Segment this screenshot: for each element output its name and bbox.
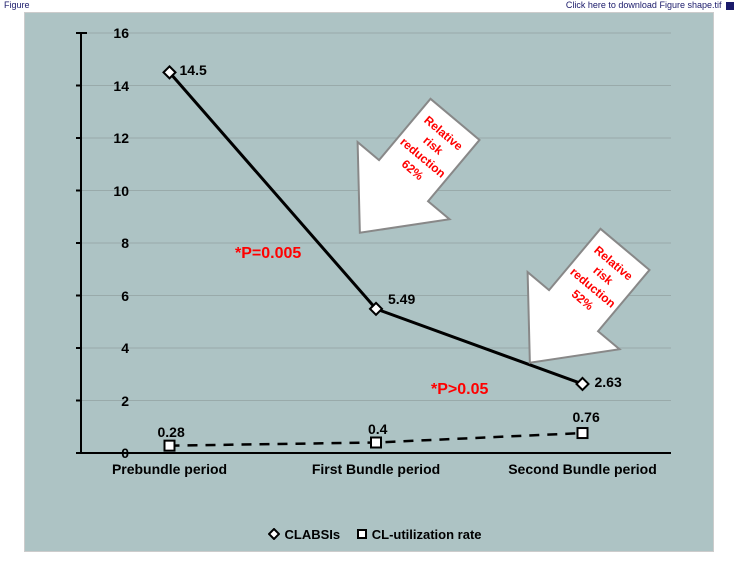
- ytick-label: 14: [99, 78, 129, 94]
- data-point-label: 0.28: [158, 424, 185, 440]
- top-header: Figure Click here to download Figure sha…: [0, 0, 738, 10]
- ytick-label: 2: [99, 393, 129, 409]
- chart-panel: 0 2 4 6 8 10 12 14 16 Prebundle period First Bund…: [24, 12, 714, 552]
- download-link-text: Click here to download Figure shape.tif: [566, 0, 722, 10]
- ytick-label: 16: [99, 25, 129, 41]
- data-point-label: 14.5: [180, 62, 207, 78]
- legend-label-util: CL-utilization rate: [372, 527, 482, 542]
- ytick-label: 8: [99, 235, 129, 251]
- download-link[interactable]: Click here to download Figure shape.tif: [566, 0, 734, 10]
- ytick-label: 0: [99, 445, 129, 461]
- xtick-label: First Bundle period: [312, 461, 440, 477]
- ytick-label: 4: [99, 340, 129, 356]
- xtick-label: Prebundle period: [112, 461, 227, 477]
- xtick-label: Second Bundle period: [508, 461, 657, 477]
- figure-caption: Figure: [4, 0, 30, 10]
- legend-label-clabsi: CLABSIs: [284, 527, 340, 542]
- data-point-label: 0.76: [573, 409, 600, 425]
- legend-marker-square: [356, 528, 368, 543]
- ytick-label: 10: [99, 183, 129, 199]
- data-point-label: 2.63: [595, 374, 622, 390]
- download-icon: [726, 2, 734, 10]
- ytick-label: 12: [99, 130, 129, 146]
- p-value-2: *P>0.05: [431, 381, 488, 399]
- p-value-1: *P=0.005: [235, 245, 301, 263]
- data-point-label: 0.4: [368, 421, 387, 437]
- ytick-label: 6: [99, 288, 129, 304]
- legend: CLABSIs CL-utilization rate: [25, 527, 713, 543]
- data-point-label: 5.49: [388, 291, 415, 307]
- legend-marker-diamond: [268, 528, 280, 543]
